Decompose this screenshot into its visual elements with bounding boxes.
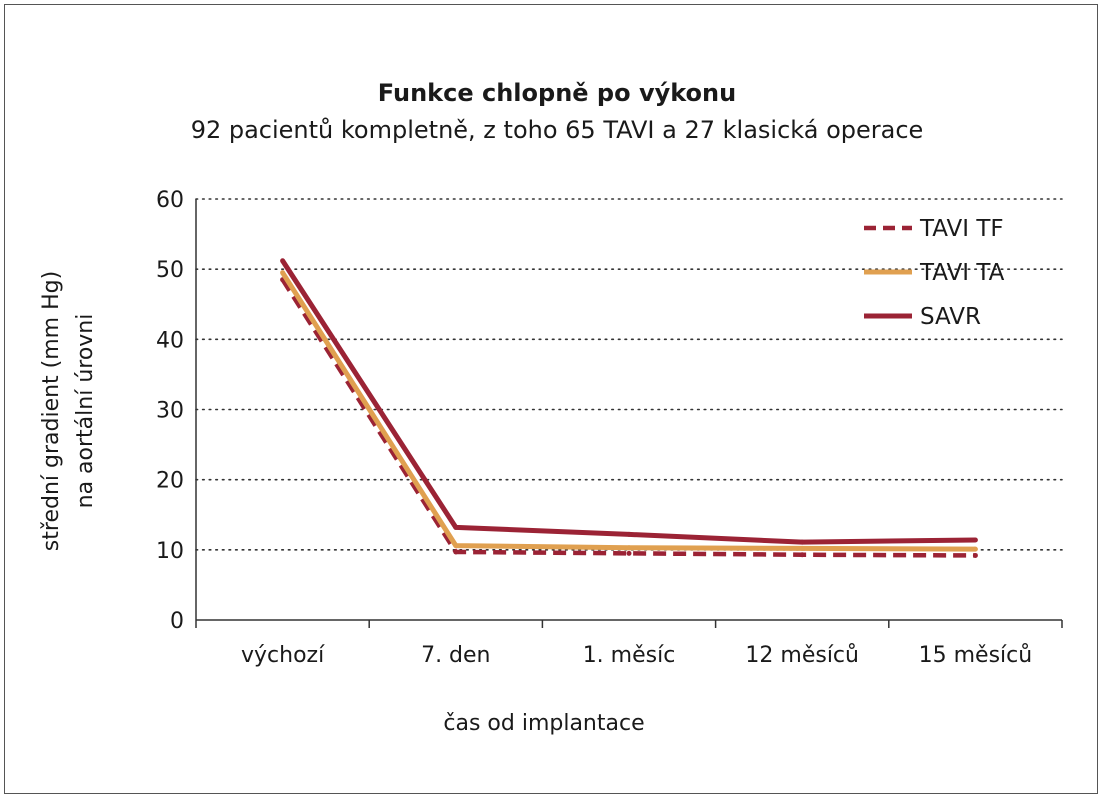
x-axis-title: čas od implantace [443,711,644,736]
x-tick-label: 15 měsíců [919,643,1033,668]
y-tick-label: 60 [156,188,184,213]
data-point [799,545,805,551]
data-point [453,543,459,549]
data-point [799,552,805,558]
data-point [280,270,286,276]
data-point [453,524,459,530]
series-lines [280,258,978,558]
y-tick-labels: 0 10 20 30 40 50 60 [156,188,184,634]
legend-label: TAVI TF [919,216,1004,242]
axes [195,199,1063,628]
x-tick-label: 1. měsíc [583,643,676,668]
data-point [626,531,632,537]
data-point [626,550,632,556]
x-tick-label: 12 měsíců [745,643,859,668]
data-point [280,258,286,264]
y-tick-label: 10 [156,539,184,564]
y-tick-label: 40 [156,328,184,353]
data-point [972,552,978,558]
data-point [972,537,978,543]
legend-label: SAVR [920,304,981,330]
legend: TAVI TF TAVI TA SAVR [864,216,1005,330]
y-axis-title-line1: střední gradient (mm Hg) [39,271,64,551]
data-point [799,539,805,545]
y-tick-label: 30 [156,399,184,424]
chart-frame [4,4,1098,794]
y-axis-title: střední gradient (mm Hg) na aortální úro… [39,271,98,551]
legend-label: TAVI TA [919,260,1005,286]
y-tick-label: 20 [156,469,184,494]
data-point [626,545,632,551]
x-tick-labels: výchozí 7. den 1. měsíc 12 měsíců 15 měsíců [241,643,1032,668]
y-axis-title-line2: na aortální úrovni [73,314,98,509]
y-tick-label: 0 [170,609,184,634]
y-tick-label: 50 [156,258,184,283]
series-line-tavi-tf [280,278,976,558]
grid-lines [195,198,1063,551]
chart-subtitle: 92 pacientů kompletně, z toho 65 TAVI a … [191,116,924,144]
x-tick-label: 7. den [421,643,490,668]
series-line-savr [280,259,976,545]
chart-title: Funkce chlopně po výkonu [378,79,736,107]
x-tick-label: výchozí [241,643,325,668]
data-point [453,549,459,555]
data-point [972,546,978,552]
